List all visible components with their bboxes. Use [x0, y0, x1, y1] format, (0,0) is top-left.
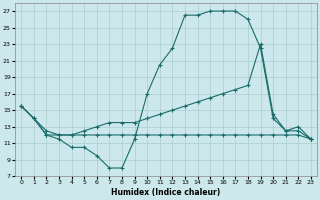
X-axis label: Humidex (Indice chaleur): Humidex (Indice chaleur)	[111, 188, 221, 197]
